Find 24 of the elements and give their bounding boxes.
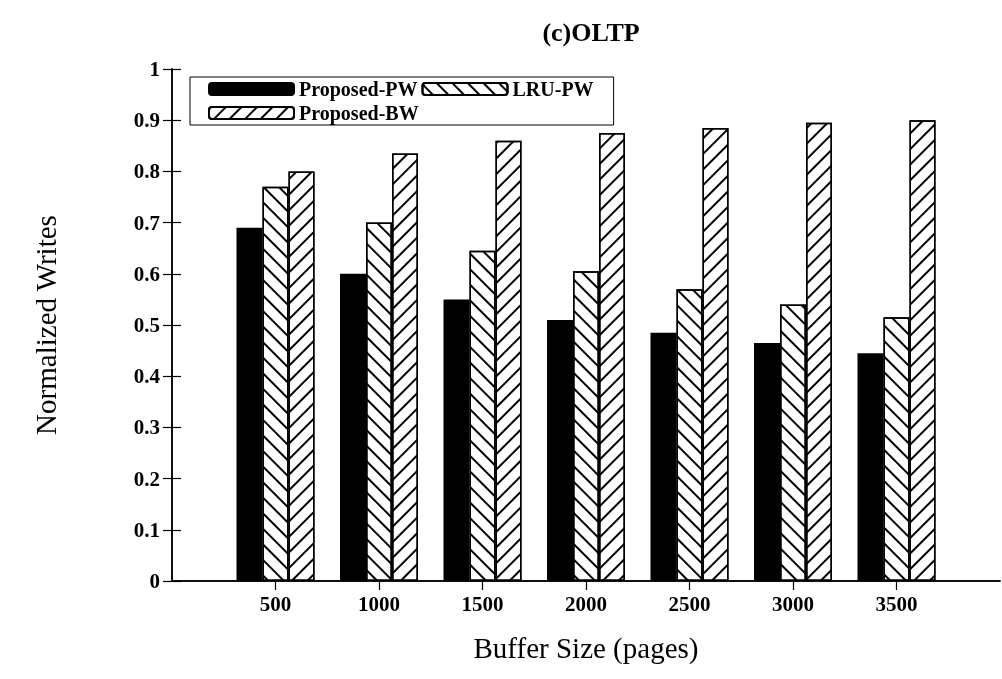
chart-title: (c)OLTP bbox=[542, 17, 640, 47]
y-tick-label: 1 bbox=[149, 57, 160, 81]
x-tick-label: 500 bbox=[259, 591, 292, 616]
y-tick-label: 0.6 bbox=[133, 261, 160, 286]
x-tick-label: 1500 bbox=[461, 591, 504, 616]
y-tick-label: 0.3 bbox=[133, 415, 160, 440]
y-tick-label: 0.1 bbox=[133, 517, 160, 542]
y-tick-label: 0.4 bbox=[133, 364, 161, 389]
y-tick-label: 0.9 bbox=[133, 108, 160, 133]
x-tick-label: 2500 bbox=[668, 591, 711, 616]
legend-label: Proposed-PW bbox=[299, 78, 418, 101]
y-axis-title: Normalized Writes bbox=[29, 215, 62, 435]
x-axis-title: Buffer Size (pages) bbox=[473, 631, 699, 665]
y-tick-label: 0.5 bbox=[133, 313, 160, 337]
x-tick-label: 3500 bbox=[875, 591, 918, 616]
y-tick-label: 0.7 bbox=[133, 210, 160, 235]
y-tick-label: 0.2 bbox=[133, 466, 160, 491]
legend-label: LRU-PW bbox=[512, 78, 594, 100]
y-tick-label: 0.8 bbox=[133, 159, 160, 184]
y-tick-label: 0 bbox=[149, 569, 160, 593]
x-tick-label: 2000 bbox=[565, 591, 607, 616]
x-tick-label: 1000 bbox=[358, 591, 400, 616]
legend-label: Proposed-BW bbox=[299, 102, 419, 125]
x-tick-label: 3000 bbox=[772, 591, 814, 616]
